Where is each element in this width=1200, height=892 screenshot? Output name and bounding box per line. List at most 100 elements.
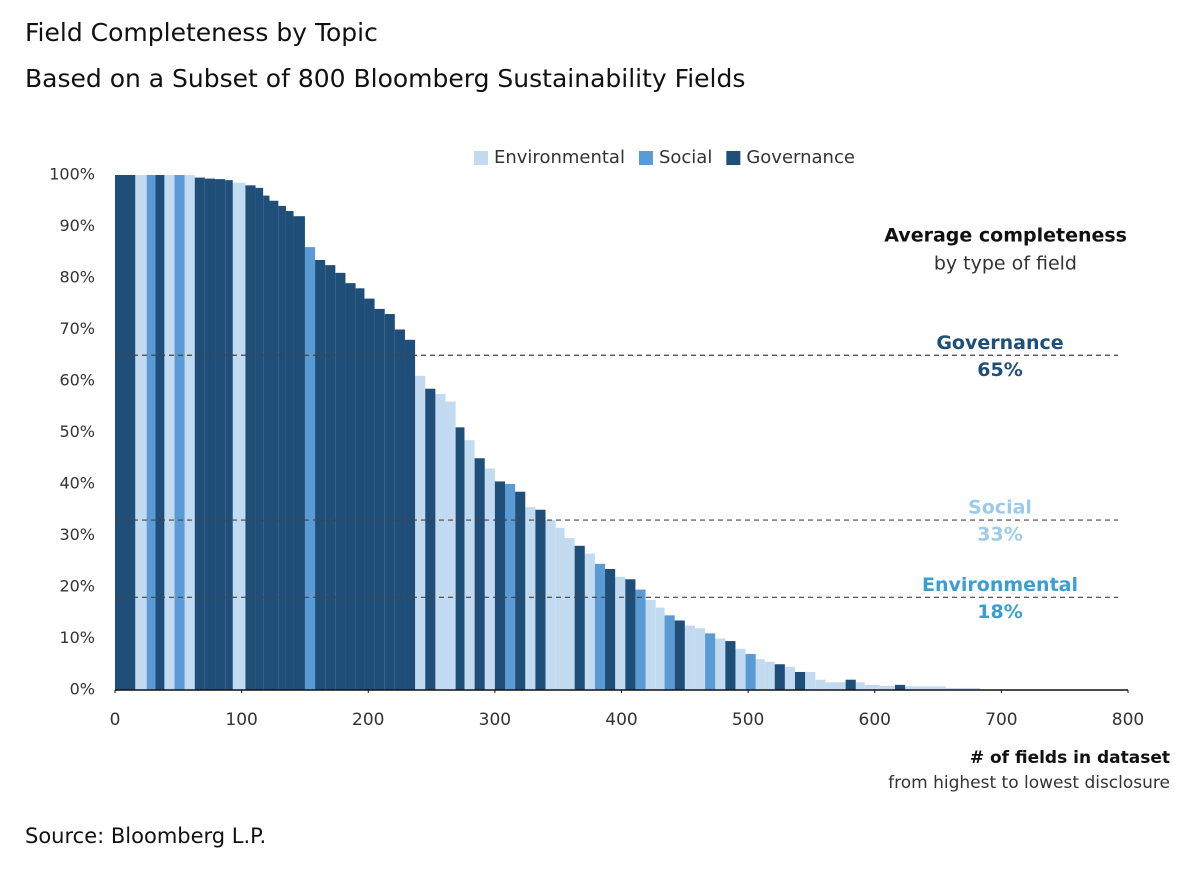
x-tick-label: 100 xyxy=(225,710,257,730)
bar xyxy=(684,625,695,690)
legend-swatch xyxy=(474,151,488,165)
bar xyxy=(374,308,385,690)
bar xyxy=(232,182,246,690)
bar xyxy=(625,579,636,690)
y-tick-label: 60% xyxy=(59,371,95,390)
bar xyxy=(895,684,906,690)
bar xyxy=(146,175,156,690)
bar xyxy=(855,682,865,690)
bar xyxy=(194,177,205,690)
bar xyxy=(615,576,626,690)
bar xyxy=(115,175,136,690)
bar xyxy=(645,599,656,690)
bar xyxy=(225,180,233,690)
bar xyxy=(345,283,356,690)
legend-label: Social xyxy=(659,147,712,168)
bar xyxy=(564,538,575,690)
bar xyxy=(515,491,526,690)
annotation-title: Average completeness xyxy=(884,225,1127,247)
x-axis-sublabel: from highest to lowest disclosure xyxy=(888,773,1170,793)
bar xyxy=(278,205,286,690)
chart-title: Field Completeness by Topic xyxy=(25,18,378,47)
bar xyxy=(655,607,665,690)
bar xyxy=(364,298,375,690)
bar xyxy=(435,393,446,690)
legend-label: Governance xyxy=(746,147,855,168)
y-tick-label: 0% xyxy=(70,680,95,699)
y-tick-label: 90% xyxy=(59,216,95,235)
bar xyxy=(605,568,616,690)
average-name: Environmental xyxy=(922,574,1078,596)
bar xyxy=(474,458,485,690)
bar xyxy=(445,401,456,690)
bar xyxy=(635,589,646,690)
bar xyxy=(425,388,436,690)
annotation-subtitle: by type of field xyxy=(934,253,1077,275)
bar xyxy=(245,185,256,691)
bar xyxy=(263,195,270,690)
bar xyxy=(845,679,856,690)
average-name: Social xyxy=(968,497,1032,519)
bar xyxy=(694,628,706,690)
average-label: 65% xyxy=(977,359,1022,381)
x-tick-label: 600 xyxy=(859,710,891,730)
bar xyxy=(335,272,346,690)
bar xyxy=(484,468,495,690)
bar xyxy=(715,638,726,690)
y-tick-label: 80% xyxy=(59,268,95,287)
bar xyxy=(269,200,279,690)
bar xyxy=(545,520,556,690)
bar xyxy=(494,481,506,690)
bar xyxy=(255,187,264,690)
bar xyxy=(184,175,195,690)
average-label: 33% xyxy=(977,524,1022,546)
bar xyxy=(879,685,896,690)
x-tick-label: 400 xyxy=(605,710,637,730)
bar xyxy=(825,682,846,690)
bar xyxy=(764,661,775,690)
y-tick-label: 100% xyxy=(49,165,95,184)
bar xyxy=(293,216,305,690)
bar xyxy=(355,288,365,690)
bar xyxy=(705,633,716,690)
bar xyxy=(174,175,185,690)
y-tick-label: 20% xyxy=(59,577,95,596)
bar xyxy=(864,684,880,690)
bar xyxy=(815,679,826,690)
bar xyxy=(674,620,685,690)
bar xyxy=(755,659,765,690)
bar xyxy=(394,329,405,690)
source: Source: Bloomberg L.P. xyxy=(25,824,266,848)
average-label: 18% xyxy=(977,601,1022,623)
bar xyxy=(135,175,147,690)
bar xyxy=(325,265,336,690)
bar xyxy=(525,507,536,690)
bar xyxy=(725,641,736,690)
bar xyxy=(155,175,165,690)
bar xyxy=(794,671,806,690)
bar xyxy=(805,671,816,690)
bar xyxy=(905,686,946,690)
x-tick-label: 500 xyxy=(732,710,764,730)
bar xyxy=(535,509,546,690)
bar xyxy=(735,648,746,690)
legend-label: Environmental xyxy=(494,147,625,168)
x-tick-label: 800 xyxy=(1112,710,1144,730)
bar xyxy=(555,527,565,690)
bar xyxy=(315,259,326,690)
x-axis-label: # of fields in dataset xyxy=(970,748,1170,768)
y-tick-label: 50% xyxy=(59,422,95,441)
bar xyxy=(664,615,675,690)
y-tick-label: 40% xyxy=(59,474,95,493)
bar xyxy=(455,427,465,690)
x-tick-label: 0 xyxy=(110,710,121,730)
average-name: Governance xyxy=(936,332,1063,354)
x-tick-label: 200 xyxy=(352,710,384,730)
x-tick-label: 700 xyxy=(985,710,1017,730)
bar xyxy=(945,687,980,690)
bar xyxy=(505,484,516,690)
bar xyxy=(774,664,785,690)
y-tick-label: 30% xyxy=(59,525,95,544)
